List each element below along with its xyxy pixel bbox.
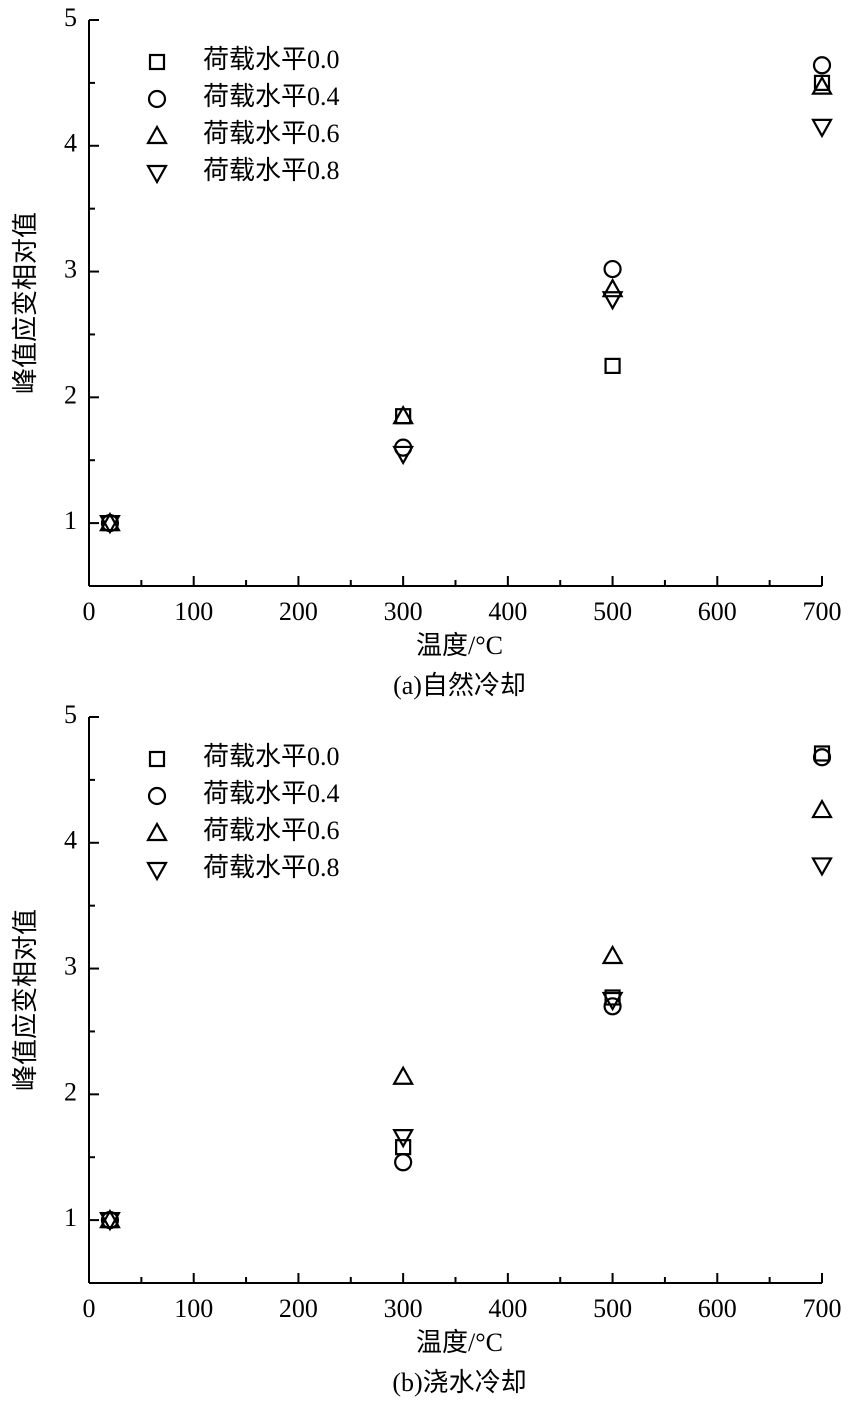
legend-label: 荷载水平0.6 (203, 119, 340, 148)
x-tick-label: 100 (174, 597, 213, 626)
x-tick-label: 0 (83, 597, 96, 626)
y-tick-label: 1 (64, 506, 77, 535)
y-axis-label: 峰值应变相对值 (11, 212, 40, 394)
marker-square (604, 357, 621, 374)
marker-circle (147, 89, 167, 109)
legend-label: 荷载水平0.6 (203, 816, 340, 845)
marker-triangle-down (146, 164, 168, 185)
x-tick-label: 0 (83, 1294, 96, 1323)
y-tick-label: 4 (64, 129, 77, 158)
x-tick-label: 300 (384, 597, 423, 626)
marker-triangle-up (601, 944, 624, 965)
x-tick-label: 700 (803, 597, 842, 626)
x-tick-label: 200 (279, 1294, 318, 1323)
marker-triangle-down (811, 857, 833, 877)
caption: (b)浇水冷却 (392, 1368, 526, 1397)
x-tick-label: 500 (593, 597, 632, 626)
x-tick-label: 400 (488, 1294, 527, 1323)
legend-label: 荷载水平0.0 (203, 45, 340, 74)
x-axis-label: 温度/°C (416, 1328, 503, 1357)
x-tick-label: 200 (279, 597, 318, 626)
marker-triangle-up (146, 124, 168, 145)
marker-triangle-up (392, 1065, 415, 1085)
marker-triangle-up (392, 404, 415, 425)
marker-square (148, 750, 166, 768)
marker-triangle-down (601, 291, 624, 311)
marker-triangle-up (811, 798, 833, 819)
legend-label: 荷载水平0.8 (203, 853, 340, 882)
x-axis-label: 温度/°C (416, 631, 503, 660)
x-tick-label: 600 (698, 1294, 737, 1323)
y-tick-label: 5 (64, 3, 77, 32)
legend-label: 荷载水平0.8 (203, 156, 340, 185)
x-tick-label: 400 (488, 597, 527, 626)
marker-circle (394, 1153, 413, 1172)
y-tick-label: 2 (64, 380, 77, 409)
marker-triangle-up (601, 277, 624, 298)
marker-triangle-down (811, 118, 833, 139)
x-tick-label: 300 (384, 1294, 423, 1323)
y-tick-label: 5 (64, 700, 77, 729)
marker-circle (147, 786, 167, 806)
y-tick-label: 3 (64, 255, 77, 284)
marker-triangle-down (146, 861, 168, 882)
caption: (a)自然冷却 (393, 671, 526, 700)
x-tick-label: 600 (698, 597, 737, 626)
x-tick-label: 100 (174, 1294, 213, 1323)
y-tick-label: 1 (64, 1203, 77, 1232)
marker-triangle-down (99, 1212, 121, 1232)
x-tick-label: 500 (593, 1294, 632, 1323)
marker-triangle-down (601, 991, 624, 1012)
legend-label: 荷载水平0.4 (203, 779, 340, 808)
legend-label: 荷载水平0.4 (203, 82, 340, 111)
marker-circle (812, 748, 832, 767)
y-tick-label: 3 (64, 952, 77, 981)
y-tick-label: 2 (64, 1077, 77, 1106)
marker-circle (603, 259, 622, 279)
y-tick-label: 4 (64, 826, 77, 855)
marker-circle (603, 997, 622, 1016)
marker-triangle-up (146, 821, 168, 842)
marker-triangle-down (99, 515, 121, 535)
marker-triangle-down (392, 445, 415, 466)
marker-circle (812, 56, 832, 75)
legend-label: 荷载水平0.0 (203, 742, 340, 771)
marker-triangle-down (392, 1128, 415, 1149)
y-axis-label: 峰值应变相对值 (11, 909, 40, 1091)
marker-triangle-up (811, 75, 833, 95)
x-tick-label: 700 (803, 1294, 842, 1323)
marker-square (148, 53, 166, 71)
